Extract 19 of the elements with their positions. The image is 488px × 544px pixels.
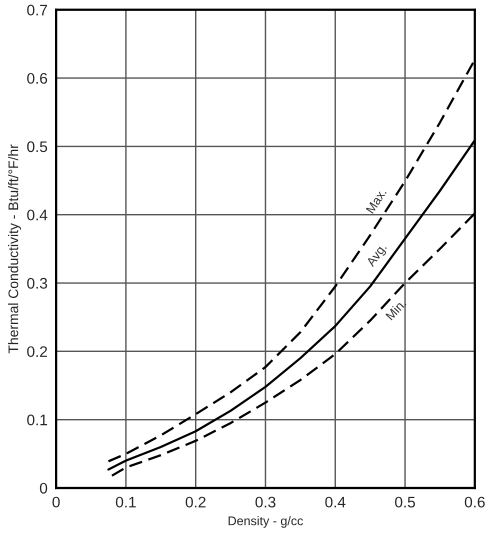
y-tick-label: 0.5	[27, 141, 48, 152]
y-tick-label: 0.2	[27, 346, 48, 358]
text: Avg.	[366, 242, 389, 269]
y-axis-title: Thermal Conductivity - Btu/ft/°F/hr	[8, 144, 21, 354]
y-tick-label: 0	[40, 482, 48, 494]
y-tick-label: 0.6	[27, 72, 48, 84]
y-tick-label: 0.4	[27, 210, 48, 220]
x-tick-label: 0.5	[395, 496, 416, 508]
x-tick-label: 0.6	[464, 496, 485, 508]
x-axis-title: Density - g/cc	[228, 516, 303, 528]
y-tick-label: 0.1	[27, 414, 48, 426]
y-tick-label: 0.7	[27, 4, 48, 16]
x-tick-label: 0.4	[325, 496, 346, 508]
x-tick-label: 0.1	[116, 496, 136, 508]
x-tick-label: 0	[52, 496, 60, 508]
x-tick-label: 0.2	[186, 496, 206, 508]
y-tick-label: 0.3	[27, 278, 48, 289]
text: Min.	[385, 298, 406, 320]
x-tick-label: 0.3	[255, 496, 276, 508]
